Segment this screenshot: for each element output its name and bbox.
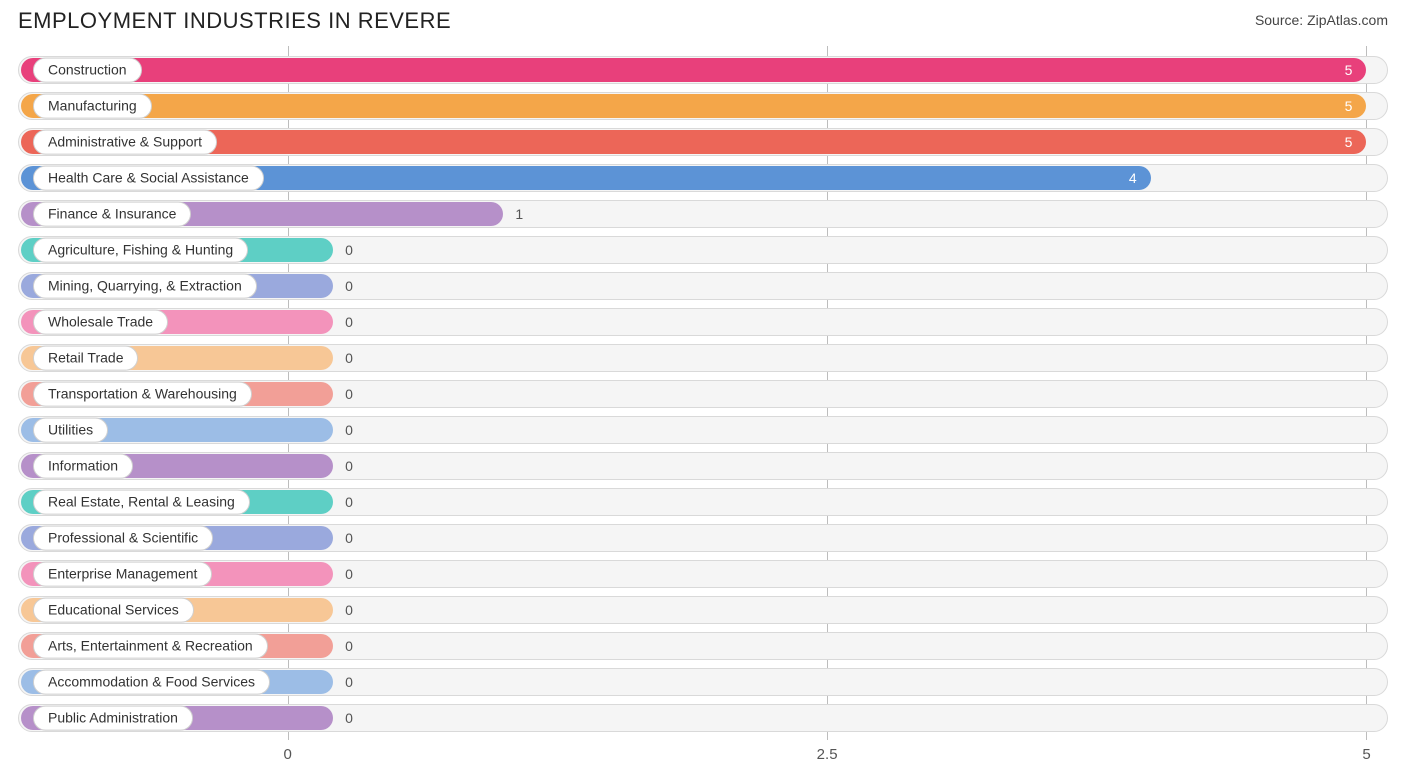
x-axis-tick-label: 2.5	[817, 746, 838, 763]
bar-row: Professional & Scientific 0	[18, 522, 1388, 554]
source-name: ZipAtlas.com	[1307, 12, 1388, 28]
bar-fill	[21, 130, 1366, 154]
bar-label: Health Care & Social Assistance	[33, 166, 264, 191]
source-prefix: Source:	[1255, 12, 1307, 28]
bar-label: Professional & Scientific	[33, 526, 213, 551]
bar-label: Educational Services	[33, 598, 194, 623]
bar-label: Enterprise Management	[33, 562, 212, 587]
bar-value: 0	[345, 422, 353, 438]
bar-value: 0	[345, 638, 353, 654]
bar-label: Administrative & Support	[33, 130, 217, 155]
bar-fill	[21, 94, 1366, 118]
bar-value: 5	[1345, 98, 1353, 114]
bar-label: Manufacturing	[33, 94, 152, 119]
bar-value: 1	[515, 206, 523, 222]
x-axis-labels: 02.55	[18, 746, 1388, 768]
bar-value: 0	[345, 458, 353, 474]
bar-row: Administrative & Support 5	[18, 126, 1388, 158]
bar-row: Accommodation & Food Services 0	[18, 666, 1388, 698]
bars-container: Construction5Manufacturing5Administrativ…	[18, 46, 1388, 740]
bar-row: Mining, Quarrying, & Extraction 0	[18, 270, 1388, 302]
x-axis-tick-label: 5	[1362, 746, 1370, 763]
bar-value: 0	[345, 674, 353, 690]
bar-label: Real Estate, Rental & Leasing	[33, 490, 250, 515]
bar-row: Real Estate, Rental & Leasing 0	[18, 486, 1388, 518]
bar-value: 0	[345, 278, 353, 294]
bar-label: Public Administration	[33, 706, 193, 731]
bar-row: Health Care & Social Assistance 4	[18, 162, 1388, 194]
bar-value: 0	[345, 350, 353, 366]
x-axis-tick-label: 0	[283, 746, 291, 763]
bar-label: Transportation & Warehousing	[33, 382, 252, 407]
bar-value: 0	[345, 710, 353, 726]
bar-label: Arts, Entertainment & Recreation	[33, 634, 268, 659]
bar-row: Construction 5	[18, 54, 1388, 86]
bar-row: Information 0	[18, 450, 1388, 482]
bar-row: Agriculture, Fishing & Hunting 0	[18, 234, 1388, 266]
bar-label: Agriculture, Fishing & Hunting	[33, 238, 248, 263]
bar-value: 0	[345, 494, 353, 510]
bar-label: Retail Trade	[33, 346, 138, 371]
bar-fill	[21, 58, 1366, 82]
bar-label: Information	[33, 454, 133, 479]
bar-value: 5	[1345, 134, 1353, 150]
bar-value: 0	[345, 386, 353, 402]
bar-label: Construction	[33, 58, 142, 83]
bar-value: 0	[345, 602, 353, 618]
bar-row: Public Administration 0	[18, 702, 1388, 734]
bar-label: Utilities	[33, 418, 108, 443]
bar-value: 0	[345, 566, 353, 582]
bar-value: 4	[1129, 170, 1137, 186]
bar-row: Educational Services 0	[18, 594, 1388, 626]
bar-label: Mining, Quarrying, & Extraction	[33, 274, 257, 299]
chart-title: EMPLOYMENT INDUSTRIES IN REVERE	[18, 8, 451, 34]
bar-row: Arts, Entertainment & Recreation 0	[18, 630, 1388, 662]
bar-value: 0	[345, 530, 353, 546]
source-attribution: Source: ZipAtlas.com	[1255, 8, 1388, 28]
chart-plot-area: Construction5Manufacturing5Administrativ…	[18, 46, 1388, 740]
bar-row: Finance & Insurance 1	[18, 198, 1388, 230]
bar-label: Wholesale Trade	[33, 310, 168, 335]
bar-value: 0	[345, 242, 353, 258]
bar-row: Enterprise Management 0	[18, 558, 1388, 590]
bar-row: Wholesale Trade 0	[18, 306, 1388, 338]
bar-row: Retail Trade 0	[18, 342, 1388, 374]
bar-row: Transportation & Warehousing 0	[18, 378, 1388, 410]
bar-value: 5	[1345, 62, 1353, 78]
bar-row: Utilities 0	[18, 414, 1388, 446]
bar-label: Finance & Insurance	[33, 202, 191, 227]
bar-label: Accommodation & Food Services	[33, 670, 270, 695]
bar-row: Manufacturing 5	[18, 90, 1388, 122]
bar-value: 0	[345, 314, 353, 330]
